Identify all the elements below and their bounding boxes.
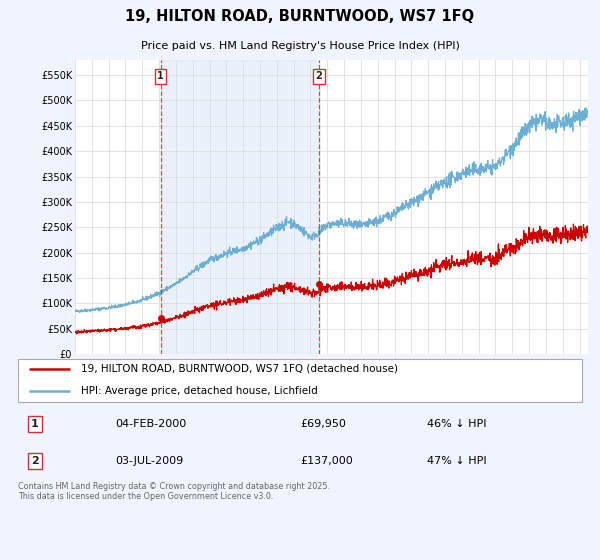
Text: 19, HILTON ROAD, BURNTWOOD, WS7 1FQ (detached house): 19, HILTON ROAD, BURNTWOOD, WS7 1FQ (det… [81, 363, 398, 374]
Text: £137,000: £137,000 [300, 456, 353, 466]
Text: £69,950: £69,950 [300, 419, 346, 429]
FancyBboxPatch shape [18, 359, 582, 402]
Text: 1: 1 [31, 419, 39, 429]
Text: Price paid vs. HM Land Registry's House Price Index (HPI): Price paid vs. HM Land Registry's House … [140, 41, 460, 51]
Text: HPI: Average price, detached house, Lichfield: HPI: Average price, detached house, Lich… [81, 386, 318, 396]
Text: 1: 1 [157, 71, 164, 81]
Text: 47% ↓ HPI: 47% ↓ HPI [427, 456, 487, 466]
Text: 2: 2 [316, 71, 322, 81]
Text: 03-JUL-2009: 03-JUL-2009 [116, 456, 184, 466]
Text: 2: 2 [31, 456, 39, 466]
Text: 19, HILTON ROAD, BURNTWOOD, WS7 1FQ: 19, HILTON ROAD, BURNTWOOD, WS7 1FQ [125, 9, 475, 24]
Text: 46% ↓ HPI: 46% ↓ HPI [427, 419, 486, 429]
Bar [161, 60, 319, 354]
Text: 04-FEB-2000: 04-FEB-2000 [116, 419, 187, 429]
Text: Contains HM Land Registry data © Crown copyright and database right 2025.
This d: Contains HM Land Registry data © Crown c… [18, 482, 330, 501]
